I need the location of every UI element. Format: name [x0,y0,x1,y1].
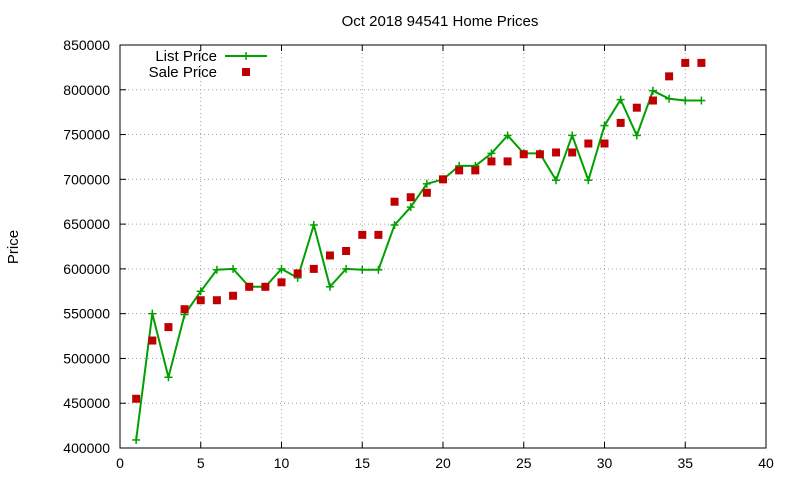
list-price-point [196,287,205,296]
list-price-point [309,221,318,230]
list-price-point [374,265,383,274]
list-price-point [342,264,351,273]
list-price-point [212,265,221,274]
series-layer [132,58,706,444]
list-price-point [568,131,577,140]
tick-layer: 0 5 10 15 20 25 30 35 40 400000 450000 500000 550000… [63,37,774,471]
y-tick-label: 700000 [63,171,110,187]
list-price-point [422,179,431,188]
series-sale-price [132,58,706,403]
x-tick-label: 0 [116,455,124,471]
list-price-line [135,89,702,441]
sale-price-point [277,278,286,287]
x-tick-label: 5 [197,455,205,471]
list-price-point [697,96,706,105]
y-tick-label: 800000 [63,82,110,98]
x-tick-label: 20 [435,455,451,471]
list-price-point [487,149,496,158]
sale-price-point [132,394,141,403]
legend-square-swatch [242,68,250,76]
y-tick-label: 550000 [63,306,110,322]
sale-price-point [535,150,544,159]
sale-price-point [503,157,512,166]
sale-price-point [374,230,383,239]
sale-price-point [568,148,577,157]
list-price-point [632,131,641,140]
y-tick-label: 500000 [63,350,110,366]
list-price-point [584,176,593,185]
sale-price-point [439,175,447,184]
y-axis-label: Price [5,230,22,264]
sale-price-point [325,251,334,260]
sale-price-point [358,230,367,239]
list-price-point [358,265,367,274]
list-price-point [648,86,657,95]
list-price-point [681,96,690,105]
sale-price-point [229,291,238,300]
sale-price-point [422,188,431,197]
sale-price-point [293,269,302,278]
sale-price-point [342,246,351,255]
sale-price-point [648,96,657,105]
sale-price-point [487,157,496,166]
list-price-point [325,282,334,291]
sale-price-point [519,150,528,159]
x-tick-label: 40 [758,455,774,471]
y-tick-label: 600000 [63,261,110,277]
list-price-point [390,221,399,230]
sale-price-point [632,103,641,112]
sale-price-point [584,139,593,148]
sale-price-point [390,197,399,206]
x-tick-label: 25 [516,455,532,471]
sale-price-point [471,166,480,175]
series-list-price [132,86,706,444]
y-tick-label: 450000 [63,395,110,411]
list-price-point [229,264,238,273]
sale-price-point [455,166,464,175]
list-price-point [552,176,561,185]
sale-price-point [665,72,674,81]
sale-price-point [406,193,415,202]
list-price-point [164,373,173,382]
x-tick-label: 15 [354,455,370,471]
sale-price-point [180,305,189,314]
list-price-point [406,203,415,212]
sale-price-point [600,139,609,148]
x-tick-label: 35 [677,455,693,471]
list-price-point [148,309,157,318]
sale-price-point [212,296,221,305]
sale-price-point [681,58,690,67]
list-price-point [503,131,512,140]
chart-title: Oct 2018 94541 Home Prices [342,13,539,30]
sale-price-point [261,282,270,291]
sale-price-point [196,296,205,305]
x-tick-label: 30 [597,455,613,471]
legend-label: Sale Price [149,64,217,81]
sale-price-point [164,323,173,332]
legend-cross-swatch [242,52,250,60]
y-tick-label: 400000 [63,440,110,456]
sale-price-point [616,118,625,127]
sale-price-point [309,264,318,273]
list-price-point [616,95,625,104]
legend-label: List Price [155,48,217,65]
list-price-point [132,435,141,444]
y-tick-label: 850000 [63,37,110,53]
x-tick-label: 10 [274,455,290,471]
list-price-point [277,264,286,273]
list-price-point [600,121,609,130]
sale-price-point [552,148,561,157]
grid-layer [120,45,766,448]
sale-price-point [245,282,254,291]
y-tick-label: 650000 [63,216,110,232]
y-tick-label: 750000 [63,127,110,143]
list-price-point [665,94,674,103]
sale-price-point [148,336,157,345]
sale-price-point [697,58,706,67]
